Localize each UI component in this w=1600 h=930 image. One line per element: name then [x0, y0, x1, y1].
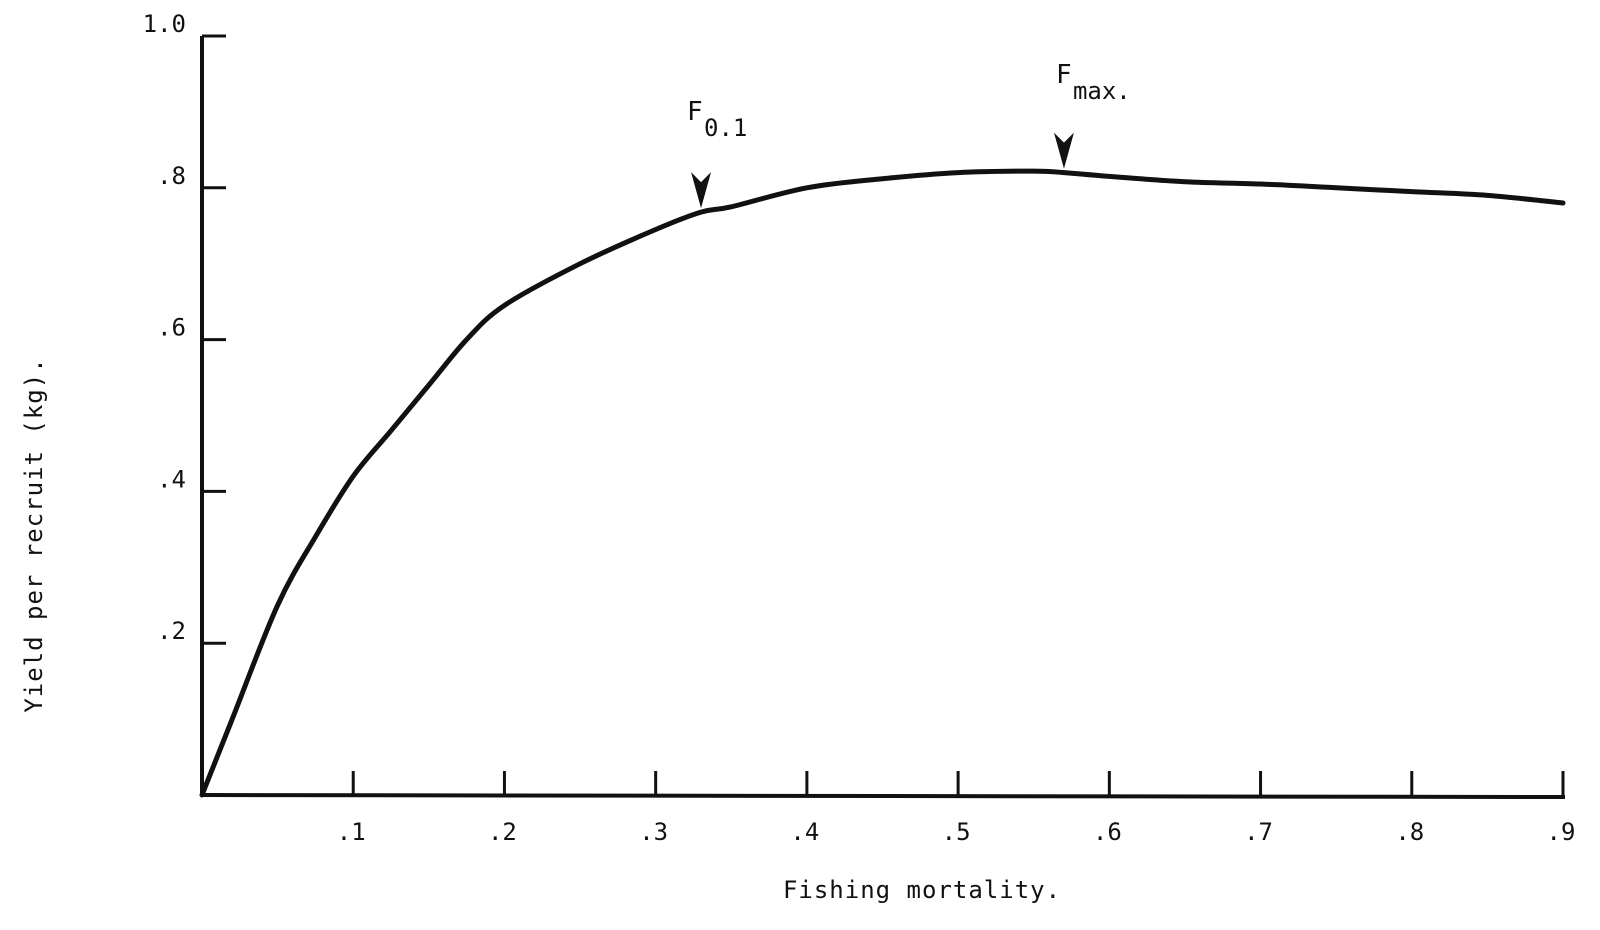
- y-tick-label: 1.0: [143, 10, 186, 38]
- annotation-label: F: [1056, 60, 1072, 90]
- x-tick-label: .6: [1093, 818, 1122, 846]
- x-ticks: .1 .2 .3 .4 .5 .6 .7 .8 .9: [337, 771, 1576, 846]
- x-tick-label: .7: [1244, 818, 1273, 846]
- annotation-subscript: 0.1: [704, 114, 747, 142]
- y-ticks: .2 .4 .6 .8 1.0: [143, 10, 226, 645]
- x-tick-label: .5: [942, 818, 971, 846]
- y-tick-label: .8: [157, 162, 186, 190]
- x-tick-label: .2: [488, 818, 517, 846]
- annotation-arrow-icon: [1053, 132, 1074, 169]
- y-tick-label: .4: [157, 465, 186, 493]
- annotation-label: F: [687, 97, 703, 127]
- y-tick-label: .2: [157, 617, 186, 645]
- x-axis-line: [201, 793, 1566, 799]
- annotation-subscript: max.: [1073, 77, 1131, 105]
- annotation-arrow-icon: [691, 172, 712, 209]
- series-line: [199, 168, 1566, 798]
- axes: [200, 36, 1566, 799]
- y-tick-label: .6: [157, 314, 186, 342]
- x-tick-label: .1: [337, 818, 366, 846]
- x-tick-label: .8: [1395, 818, 1424, 846]
- x-tick-label: .4: [790, 818, 819, 846]
- x-tick-label: .3: [639, 818, 668, 846]
- y-axis-label: Yield per recruit (kg).: [20, 357, 48, 712]
- x-tick-label: .9: [1547, 818, 1576, 846]
- x-axis-label: Fishing mortality.: [783, 876, 1061, 904]
